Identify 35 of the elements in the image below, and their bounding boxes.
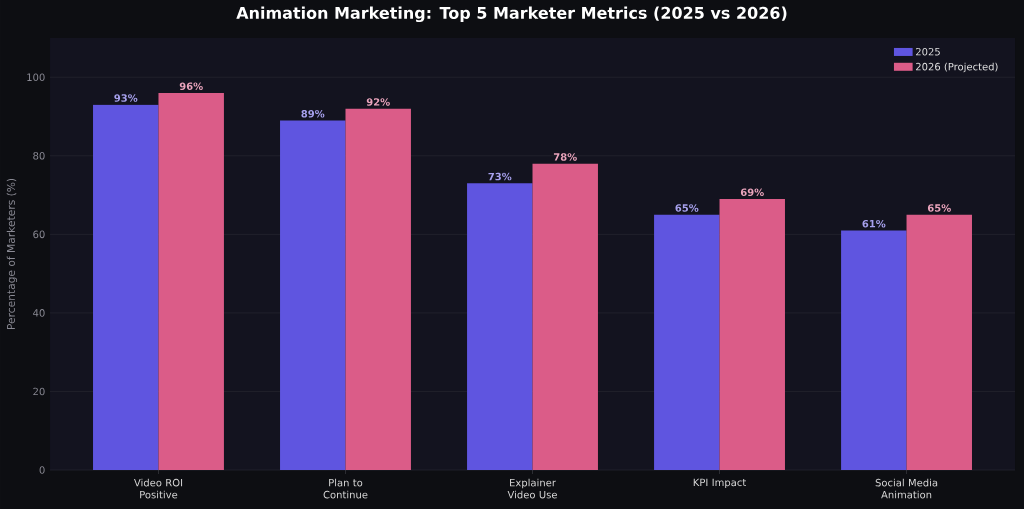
bar xyxy=(93,104,159,470)
data-label: 65% xyxy=(927,204,951,212)
data-label: 96% xyxy=(179,82,203,91)
bar xyxy=(158,92,224,470)
chart-title: Animation Marketing: Top 5 Marketer Metrics (2025 vs 2026) xyxy=(236,6,787,23)
bar xyxy=(532,163,598,470)
data-label: 69% xyxy=(740,188,764,197)
bar xyxy=(280,120,346,470)
x-tick-label: Video ROI Positive xyxy=(134,478,183,499)
bar xyxy=(719,199,785,470)
data-label: 89% xyxy=(301,109,325,118)
bar xyxy=(467,183,533,470)
data-label: 61% xyxy=(862,219,886,228)
bar xyxy=(345,108,411,470)
x-tick-label: Explainer Video Use xyxy=(507,478,557,499)
bar xyxy=(654,214,720,470)
bar xyxy=(906,214,972,470)
y-tick-label: 60 xyxy=(33,230,45,239)
x-tick-label: Plan to Continue xyxy=(323,478,368,499)
x-tick-label: Social Media Animation xyxy=(875,478,938,499)
legend-label: 2026 (Projected) xyxy=(916,62,998,73)
data-label: 65% xyxy=(675,204,699,212)
y-tick-label: 80 xyxy=(33,152,45,160)
data-label: 92% xyxy=(366,98,390,106)
data-label: 73% xyxy=(488,172,512,181)
legend-label: 2025 xyxy=(916,47,940,56)
y-tick-label: 20 xyxy=(33,387,45,396)
bar xyxy=(841,230,907,470)
y-tick-label: 0 xyxy=(39,466,45,474)
data-label: 78% xyxy=(553,153,577,161)
x-tick-label: KPI Impact xyxy=(693,478,747,489)
y-tick-label: 40 xyxy=(33,309,45,317)
y-tick-label: 100 xyxy=(27,73,45,82)
y-axis-title: Percentage of Marketers (%) xyxy=(6,178,18,329)
data-label: 93% xyxy=(114,94,138,102)
